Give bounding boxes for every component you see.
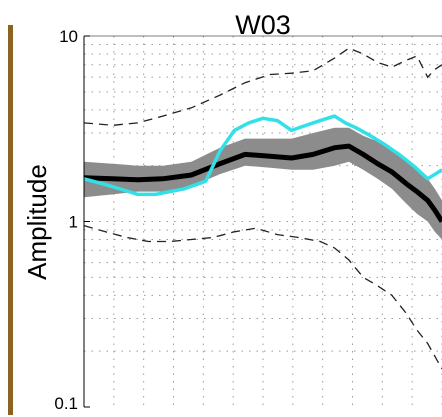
median-line xyxy=(83,143,442,223)
lower-bound-line xyxy=(83,224,442,370)
observed-line xyxy=(83,114,442,197)
spread-band xyxy=(84,127,442,240)
upper-bound-line xyxy=(83,47,442,126)
side-bar xyxy=(8,25,13,415)
grid xyxy=(84,36,442,407)
y-tick-label: 1 xyxy=(69,213,78,232)
plot-area xyxy=(83,47,442,370)
y-ticks: 10 1 0.1 xyxy=(54,27,90,413)
y-tick-label: 10 xyxy=(59,27,78,46)
y-tick-label: 0.1 xyxy=(54,394,78,413)
y-axis-label: Amplitude xyxy=(22,164,52,280)
chart-title: W03 xyxy=(235,10,291,40)
